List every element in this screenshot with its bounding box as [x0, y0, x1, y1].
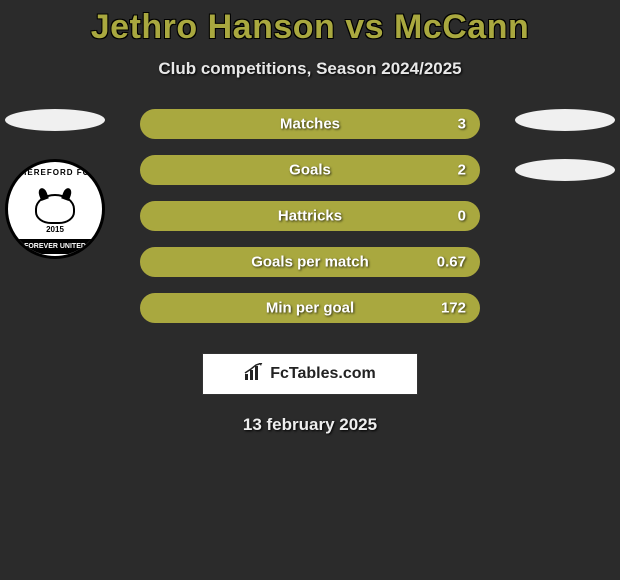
- infographic-container: Jethro Hanson vs McCann Club competition…: [0, 0, 620, 435]
- headline-title: Jethro Hanson vs McCann: [0, 8, 620, 47]
- stat-bars: Matches 3 Goals 2 Hattricks 0 Goals per match 0…: [140, 109, 480, 339]
- stat-label: Goals per match: [251, 254, 369, 271]
- stat-bar: Hattricks 0: [140, 201, 480, 231]
- badge-top-text: HEREFORD FC: [21, 168, 90, 177]
- stat-label: Min per goal: [266, 300, 354, 317]
- stat-value-right: 172: [441, 300, 466, 317]
- badge-year: 2015: [46, 225, 64, 234]
- stat-value-right: 2: [458, 162, 466, 179]
- subtitle: Club competitions, Season 2024/2025: [0, 59, 620, 79]
- left-player-column: HEREFORD FC 2015 FOREVER UNITED: [0, 109, 110, 259]
- stat-label: Goals: [289, 162, 331, 179]
- stat-label: Matches: [280, 116, 340, 133]
- bull-icon: [35, 194, 75, 224]
- stat-bar: Goals per match 0.67: [140, 247, 480, 277]
- player-photo-placeholder-left: [5, 109, 105, 131]
- club-badge-left: HEREFORD FC 2015 FOREVER UNITED: [5, 159, 105, 259]
- stat-bar: Min per goal 172: [140, 293, 480, 323]
- stat-bar: Matches 3: [140, 109, 480, 139]
- right-player-column: [510, 109, 620, 209]
- stat-value-right: 0: [458, 208, 466, 225]
- player-photo-placeholder-right-2: [515, 159, 615, 181]
- brand-text: FcTables.com: [270, 365, 376, 383]
- player-photo-placeholder-right-1: [515, 109, 615, 131]
- stat-value-right: 3: [458, 116, 466, 133]
- badge-bottom-text: FOREVER UNITED: [8, 239, 102, 254]
- chart-icon: [244, 363, 264, 386]
- stats-area: HEREFORD FC 2015 FOREVER UNITED Matches 3…: [0, 109, 620, 339]
- stat-value-right: 0.67: [437, 254, 466, 271]
- stat-bar: Goals 2: [140, 155, 480, 185]
- stat-label: Hattricks: [278, 208, 342, 225]
- brand-box: FcTables.com: [202, 353, 418, 395]
- date-line: 13 february 2025: [0, 415, 620, 435]
